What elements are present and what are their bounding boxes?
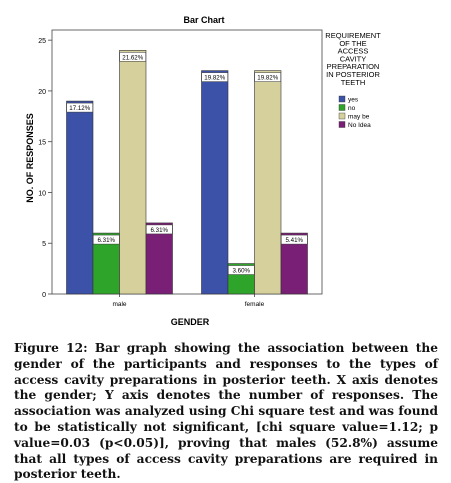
x-tick-label: male — [112, 301, 126, 308]
legend-title-line: CAVITY — [340, 54, 367, 63]
data-label-box — [119, 52, 146, 62]
bar-chart: Bar Chart 0 5 10 15 20 25 male female 17.12% 19.… — [25, 15, 381, 327]
bar-data-labels: 17.12% 19.82% 6.31% 3.60% 21.62% 19.82% 6.31% 5… — [66, 52, 308, 275]
y-tick-label: 0 — [42, 292, 46, 299]
data-label-box — [228, 265, 255, 275]
x-axis-label: GENDER — [171, 317, 210, 327]
data-label-box — [146, 224, 173, 235]
data-label-box — [254, 72, 281, 82]
y-tick-label: 5 — [42, 241, 46, 248]
data-label-box — [93, 234, 120, 245]
legend-swatch — [338, 112, 346, 120]
y-tick-label: 10 — [38, 190, 46, 197]
data-label: 21.62% — [122, 54, 143, 61]
legend: REQUIREMENT OF THE ACCESS CAVITY PREPARATION… — [325, 31, 381, 129]
data-label: 6.31% — [150, 227, 168, 234]
legend-title-line: ACCESS — [338, 47, 369, 56]
data-label: 3.60% — [232, 268, 250, 275]
data-label: 6.31% — [97, 237, 115, 244]
data-label: 19.82% — [204, 75, 225, 82]
chart-title: Bar Chart — [183, 15, 224, 25]
legend-title-line: IN POSTERIOR — [326, 70, 380, 79]
y-tick-label: 15 — [38, 140, 46, 147]
y-tick-label: 25 — [38, 38, 46, 45]
x-tick-label: female — [245, 301, 265, 308]
data-label-box — [201, 72, 228, 82]
bar — [66, 100, 94, 295]
legend-title: REQUIREMENT OF THE ACCESS CAVITY PREPARATION… — [325, 31, 381, 87]
bars — [66, 50, 308, 295]
legend-title-line: REQUIREMENT — [325, 31, 381, 40]
bar — [119, 50, 147, 295]
figure-caption: Figure 12: Bar graph showing the associa… — [14, 341, 438, 482]
bar — [201, 70, 229, 295]
legend-label: No Idea — [348, 122, 371, 129]
data-label: 17.12% — [69, 105, 90, 112]
legend-title-line: OF THE — [339, 39, 366, 48]
legend-swatch — [338, 121, 346, 128]
legend-swatch — [338, 104, 346, 111]
bar — [145, 222, 173, 295]
bar — [254, 70, 282, 295]
legend-title-line: PREPARATION — [327, 62, 380, 71]
data-label-box — [281, 234, 308, 245]
data-label-box — [66, 102, 93, 113]
data-label: 5.41% — [285, 237, 303, 244]
legend-label: no — [348, 105, 356, 112]
data-label: 19.82% — [257, 75, 278, 82]
legend-swatch — [338, 95, 346, 103]
legend-label: yes — [348, 97, 359, 104]
y-tick-label: 20 — [38, 89, 46, 96]
legend-label: may be — [348, 114, 370, 121]
y-axis-label: NO. OF RESPONSES — [25, 113, 35, 203]
legend-title-line: TEETH — [341, 78, 366, 87]
